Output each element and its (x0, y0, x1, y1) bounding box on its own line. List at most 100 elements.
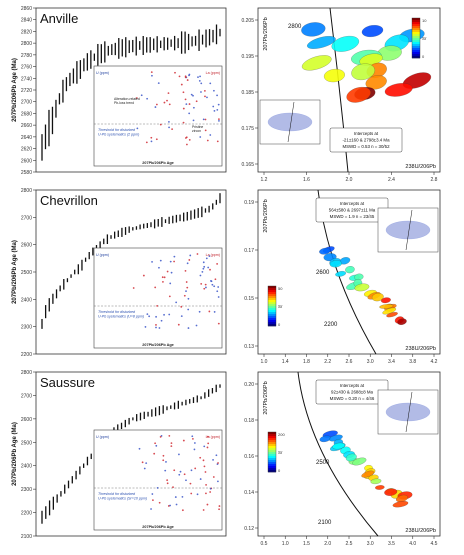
analysis-ellipse (319, 247, 331, 255)
y-tick-label: 2720 (21, 88, 32, 94)
x-tick-label: 1.6 (303, 177, 310, 183)
x-tick-label: 1.0 (261, 359, 268, 365)
u-point (140, 94, 143, 97)
concordia-age-label: 2600 (316, 270, 330, 276)
y-tick-label: 0.19 (244, 200, 254, 206)
la-point (155, 103, 158, 106)
la-point (166, 270, 169, 273)
u-point (202, 261, 205, 264)
scale-bar-segment (268, 464, 276, 467)
y-tick-label: 0.13 (244, 344, 254, 350)
la-point (184, 98, 187, 101)
la-point (185, 281, 188, 283)
scale-bar-segment (268, 302, 276, 305)
la-point (162, 454, 165, 457)
u-point (205, 286, 207, 289)
la-point (206, 503, 209, 506)
u-point (151, 493, 154, 495)
panel-title: Saussure (40, 375, 95, 390)
x-tick-label: 2.0 (324, 541, 331, 547)
scale-bar-segment (268, 460, 276, 463)
y-tick-label: 0.18 (244, 418, 254, 424)
panel-saussure: Saussure 2100 2200 2300 2400 2500 2600 2700 2800… (12, 370, 441, 547)
threshold-label-2: U-Pb systematics (U=8 ppm) (98, 315, 144, 319)
scale-bar-segment (268, 444, 276, 447)
u-point (212, 105, 215, 108)
concordia-ylabel: 207Pb/206Pb (263, 199, 269, 232)
intercept-text: Intercepts at (340, 201, 365, 206)
la-point (205, 492, 207, 495)
u-point (213, 311, 216, 313)
u-point (209, 82, 212, 85)
analysis-ellipse (346, 87, 371, 103)
y-tick-label: 2820 (21, 29, 32, 35)
analysis-ellipse (379, 304, 394, 309)
zoom-concordia (405, 209, 413, 251)
u-point (216, 290, 219, 293)
concordia-xlabel: 238U/206Pb (405, 346, 436, 352)
analysis-ellipse (370, 478, 382, 485)
u-point (217, 286, 220, 288)
la-point (202, 509, 205, 511)
intercept-text: 564±580 & 2697±11 Ma (329, 208, 376, 213)
scale-bottom-label: 0 (422, 54, 425, 59)
u-point (154, 106, 157, 108)
x-tick-label: 1.2 (261, 177, 268, 183)
la-point (186, 143, 188, 146)
intercept-text: MSWD = 0.20 n = 4/46 (330, 396, 375, 401)
u-point (199, 75, 201, 78)
inset-note: Pristine (192, 125, 203, 129)
la-point (183, 473, 186, 476)
threshold-label-2: U-Pb systematics (Sr=10 ppm) (98, 497, 147, 501)
u-point (217, 103, 220, 106)
y-tick-label: 2780 (21, 53, 32, 59)
x-tick-label: 3.4 (388, 359, 395, 365)
la-point (217, 322, 220, 325)
la-point (216, 140, 219, 143)
scale-title: Sr (278, 450, 283, 455)
la-point (159, 436, 162, 438)
concordia-age-label: 2500 (316, 460, 330, 466)
u-point (193, 448, 196, 451)
inset-left-label: U (ppm) (96, 435, 109, 439)
la-point (206, 139, 209, 142)
y-tick-label: 2800 (21, 188, 32, 194)
la-point (158, 501, 161, 504)
la-point (204, 129, 207, 132)
x-tick-label: 1.5 (303, 541, 310, 547)
la-point (218, 508, 220, 511)
x-tick-label: 1.0 (282, 541, 289, 547)
u-point (186, 262, 189, 265)
scale-bar-segment (268, 440, 276, 443)
threshold-label-1: Threshold for disturbed (98, 128, 136, 132)
u-point (181, 495, 184, 498)
u-point (169, 282, 172, 285)
y-tick-label: 0.14 (244, 490, 254, 496)
scale-bar-segment (412, 46, 420, 49)
scale-bar-frame (267, 431, 277, 473)
analysis-ellipse (307, 36, 336, 49)
u-point (175, 503, 178, 506)
concordia-age-label: 2800 (288, 24, 302, 30)
y-tick-label: 2300 (21, 325, 32, 331)
la-point (170, 442, 173, 445)
inset-note: Alteration-related (114, 97, 140, 101)
u-point (191, 435, 194, 438)
scale-bar-segment (268, 434, 276, 437)
u-point (163, 313, 165, 316)
la-point (156, 305, 159, 307)
u-point (206, 96, 208, 99)
x-tick-label: 3.5 (388, 541, 395, 547)
la-point (204, 471, 207, 473)
inset-left-label: U (ppm) (96, 71, 109, 75)
la-point (142, 274, 145, 277)
scale-bar-segment (268, 466, 276, 469)
la-point (182, 439, 185, 442)
u-point (192, 106, 195, 109)
scale-bar-segment (412, 34, 420, 37)
scale-bar-segment (268, 288, 276, 291)
u-point (212, 458, 214, 461)
u-point (180, 315, 183, 318)
u-point (215, 454, 218, 457)
trace-inset-frame (93, 65, 223, 167)
